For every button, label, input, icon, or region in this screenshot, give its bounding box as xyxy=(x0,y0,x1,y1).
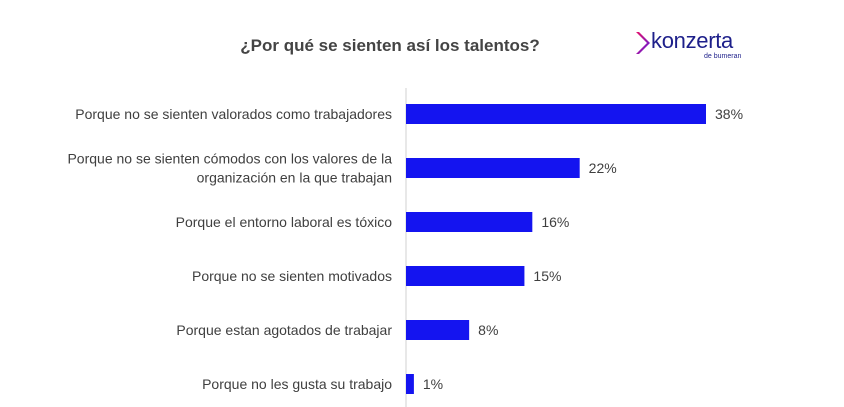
category-label: Porque el entorno laboral es tóxico xyxy=(176,214,393,230)
chart-title: ¿Por qué se sienten así los talentos? xyxy=(240,36,540,55)
data-label: 16% xyxy=(541,214,569,230)
bar xyxy=(406,158,580,178)
category-label: Porque no les gusta su trabajo xyxy=(202,376,392,392)
bar xyxy=(406,104,706,124)
logo-wordmark: konzerta xyxy=(651,28,733,53)
category-label: Porque no se sienten cómodos con los val… xyxy=(67,151,392,167)
bar xyxy=(406,374,414,394)
category-label: organización en la que trabajan xyxy=(197,170,392,186)
konzerta-chevron-icon xyxy=(636,32,650,54)
data-label: 38% xyxy=(715,106,743,122)
konzerta-logo: konzerta de bumeran xyxy=(634,28,764,64)
bar xyxy=(406,266,525,286)
category-label: Porque no se sienten valorados como trab… xyxy=(75,106,392,122)
category-label: Porque no se sienten motivados xyxy=(192,268,392,284)
bar xyxy=(406,320,470,340)
data-label: 15% xyxy=(533,268,561,284)
category-label: Porque estan agotados de trabajar xyxy=(176,322,392,338)
data-label: 22% xyxy=(589,160,617,176)
bar xyxy=(406,212,533,232)
data-label: 1% xyxy=(423,376,443,392)
logo-subtitle: de bumeran xyxy=(704,53,742,60)
data-label: 8% xyxy=(478,322,498,338)
